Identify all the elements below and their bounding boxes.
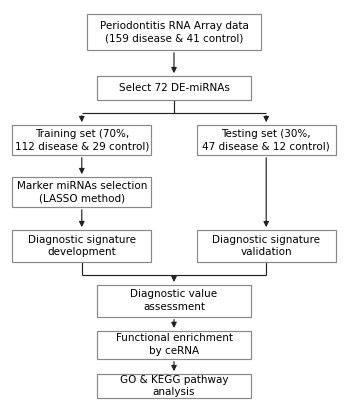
- Text: Periodontitis RNA Array data
(159 disease & 41 control): Periodontitis RNA Array data (159 diseas…: [100, 20, 248, 43]
- FancyBboxPatch shape: [12, 177, 151, 207]
- Text: GO & KEGG pathway
analysis: GO & KEGG pathway analysis: [120, 374, 228, 398]
- Text: Training set (70%,
112 disease & 29 control): Training set (70%, 112 disease & 29 cont…: [15, 129, 149, 151]
- FancyBboxPatch shape: [97, 331, 251, 359]
- FancyBboxPatch shape: [97, 374, 251, 398]
- Text: Diagnostic signature
validation: Diagnostic signature validation: [212, 234, 320, 258]
- FancyBboxPatch shape: [197, 230, 336, 262]
- Text: Diagnostic signature
development: Diagnostic signature development: [28, 234, 136, 258]
- FancyBboxPatch shape: [97, 76, 251, 100]
- Text: Testing set (30%,
47 disease & 12 control): Testing set (30%, 47 disease & 12 contro…: [202, 129, 330, 151]
- Text: Marker miRNAs selection
(LASSO method): Marker miRNAs selection (LASSO method): [17, 181, 147, 203]
- FancyBboxPatch shape: [87, 14, 261, 50]
- FancyBboxPatch shape: [197, 125, 336, 155]
- FancyBboxPatch shape: [12, 125, 151, 155]
- Text: Select 72 DE-miRNAs: Select 72 DE-miRNAs: [119, 83, 229, 93]
- FancyBboxPatch shape: [12, 230, 151, 262]
- Text: Functional enrichment
by ceRNA: Functional enrichment by ceRNA: [116, 333, 232, 356]
- Text: Diagnostic value
assessment: Diagnostic value assessment: [130, 290, 218, 312]
- FancyBboxPatch shape: [97, 285, 251, 317]
